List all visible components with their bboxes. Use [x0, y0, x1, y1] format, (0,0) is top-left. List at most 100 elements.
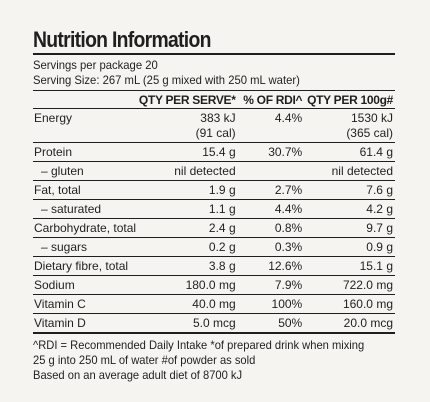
table-row: Carbohydrate, total 2.4 g 0.8% 9.7 g: [33, 218, 395, 238]
per-100g-cell-value: 4.2 g: [366, 202, 393, 216]
per-serve-cell-value: 0.2 g: [208, 240, 236, 254]
nutrient-name: – saturated: [33, 199, 139, 219]
per-100g-cell: 722.0 mg: [304, 275, 395, 295]
rdi-cell: 30.7%: [237, 142, 305, 162]
per-serve-cell: 5.0 mcg: [138, 313, 238, 334]
footnotes: ^RDI = Recommended Daily Intake *of prep…: [33, 334, 370, 383]
rdi-cell: [237, 161, 305, 181]
per-100g-cell-value: 9.7 g: [366, 221, 393, 235]
table-row: – saturated 1.1 g 4.4% 4.2 g: [33, 199, 395, 219]
title-rule: [33, 53, 395, 55]
serving-size: Serving Size: 267 mL (25 g mixed with 25…: [33, 73, 300, 87]
per-serve-cell: 0.2 g: [138, 237, 238, 257]
per-serve-cell-value: 3.8 g: [208, 259, 236, 273]
table-header-row: QTY PER SERVE* % OF RDI^ QTY PER 100g#: [33, 91, 395, 109]
nutrient-name: Carbohydrate, total: [33, 218, 139, 238]
per-100g-cell: 61.4 g: [304, 142, 395, 162]
rdi-cell-value: 4.4%: [274, 202, 303, 216]
rdi-cell-value: 30.7%: [268, 145, 303, 159]
header-nutrient: [33, 91, 139, 109]
rdi-cell-value: 12.6%: [268, 259, 303, 273]
nutrition-panel: Nutrition Information Servings per packa…: [33, 27, 395, 383]
per-serve-cell: 40.0 mg: [138, 294, 238, 314]
header-per-serve: QTY PER SERVE*: [138, 91, 238, 109]
per-serve-cell-secondary: (91 cal): [195, 126, 236, 140]
rdi-cell: 4.4%: [237, 108, 305, 143]
per-serve-cell: 383 kJ (91 cal): [138, 108, 238, 143]
per-100g-cell-value: 1530 kJ: [350, 111, 393, 125]
rdi-cell: 2.7%: [237, 180, 305, 200]
nutrient-name: Fat, total: [33, 180, 139, 200]
table-row: Vitamin D 5.0 mcg 50% 20.0 mcg: [33, 313, 395, 334]
rdi-cell-value: 2.7%: [274, 183, 303, 197]
per-100g-cell: 7.6 g: [304, 180, 395, 200]
table-row: Fat, total 1.9 g 2.7% 7.6 g: [33, 180, 395, 200]
per-serve-cell-value: 180.0 mg: [185, 278, 236, 292]
table-row: Vitamin C 40.0 mg 100% 160.0 mg: [33, 294, 395, 314]
table-row: – gluten nil detected nil detected: [33, 161, 395, 181]
per-serve-cell: 2.4 g: [138, 218, 238, 238]
rdi-cell: 0.8%: [237, 218, 305, 238]
nutrient-name: – sugars: [33, 237, 139, 257]
per-serve-cell-value: 5.0 mcg: [192, 316, 236, 330]
rdi-cell: 12.6%: [237, 256, 305, 276]
per-serve-cell-value: 15.4 g: [202, 145, 236, 159]
per-100g-cell-value: nil detected: [331, 164, 393, 178]
nutrient-name: Vitamin C: [33, 294, 139, 314]
rdi-cell: 100%: [237, 294, 305, 314]
meta-rule: [33, 90, 395, 91]
per-100g-cell: 0.9 g: [304, 237, 395, 257]
per-100g-cell-value: 7.6 g: [366, 183, 393, 197]
rdi-cell: 4.4%: [237, 199, 305, 219]
per-serve-cell: 180.0 mg: [138, 275, 238, 295]
table-row: – sugars 0.2 g 0.3% 0.9 g: [33, 237, 395, 257]
per-100g-cell-secondary: (365 cal): [346, 126, 393, 140]
header-per-100g: QTY PER 100g#: [304, 91, 395, 109]
per-100g-cell: 20.0 mcg: [304, 313, 395, 334]
header-rdi: % OF RDI^: [237, 91, 305, 109]
rdi-cell: 7.9%: [237, 275, 305, 295]
footnote-rdi: ^RDI = Recommended Daily Intake *of prep…: [33, 338, 365, 352]
table-row: Sodium 180.0 mg 7.9% 722.0 mg: [33, 275, 395, 295]
nutrient-name: – gluten: [33, 161, 139, 181]
per-100g-cell: 9.7 g: [304, 218, 395, 238]
per-100g-cell-value: 722.0 mg: [342, 278, 393, 292]
per-serve-cell-value: nil detected: [174, 164, 236, 178]
table-row: Energy 383 kJ (91 cal) 4.4% 1530 kJ (365 cal): [33, 108, 395, 143]
per-serve-cell-value: 2.4 g: [208, 221, 236, 235]
per-100g-cell: 15.1 g: [304, 256, 395, 276]
per-serve-cell-value: 383 kJ: [200, 111, 236, 125]
rdi-cell-value: 0.3%: [274, 240, 303, 254]
nutrient-name: Sodium: [33, 275, 139, 295]
footnote-mixing: 25 g into 250 mL of water #of powder as …: [33, 353, 256, 367]
per-100g-cell: 1530 kJ (365 cal): [304, 108, 395, 143]
rdi-cell-value: 0.8%: [274, 221, 303, 235]
per-100g-cell-value: 20.0 mcg: [343, 316, 393, 330]
rdi-cell: 0.3%: [237, 237, 305, 257]
per-serve-cell: 1.9 g: [138, 180, 238, 200]
per-serve-cell-value: 40.0 mg: [192, 297, 236, 311]
table-row: Protein 15.4 g 30.7% 61.4 g: [33, 142, 395, 162]
nutrient-name: Energy: [33, 108, 139, 143]
per-100g-cell: 4.2 g: [304, 199, 395, 219]
panel-title: Nutrition Information: [33, 27, 211, 52]
table-row: Dietary fibre, total 3.8 g 12.6% 15.1 g: [33, 256, 395, 276]
per-100g-cell-value: 61.4 g: [359, 145, 393, 159]
per-serve-cell: 3.8 g: [138, 256, 238, 276]
servings-per-package: Servings per package 20: [33, 58, 158, 72]
table-body: Energy 383 kJ (91 cal) 4.4% 1530 kJ (365 cal)…: [33, 108, 395, 334]
per-serve-cell: 1.1 g: [138, 199, 238, 219]
per-100g-cell-value: 0.9 g: [366, 240, 393, 254]
per-100g-cell: 160.0 mg: [304, 294, 395, 314]
rdi-cell: 50%: [237, 313, 305, 334]
nutrition-table: QTY PER SERVE* % OF RDI^ QTY PER 100g# E…: [33, 91, 395, 334]
per-serve-cell-value: 1.9 g: [208, 183, 236, 197]
per-100g-cell: nil detected: [304, 161, 395, 181]
per-serve-cell-value: 1.1 g: [208, 202, 236, 216]
rdi-cell-value: 50%: [278, 316, 303, 330]
footnote-diet: Based on an average adult diet of 8700 k…: [33, 368, 243, 382]
nutrient-name: Vitamin D: [33, 313, 139, 334]
per-100g-cell-value: 160.0 mg: [342, 297, 393, 311]
rdi-cell-value: 100%: [271, 297, 303, 311]
per-100g-cell-value: 15.1 g: [359, 259, 393, 273]
